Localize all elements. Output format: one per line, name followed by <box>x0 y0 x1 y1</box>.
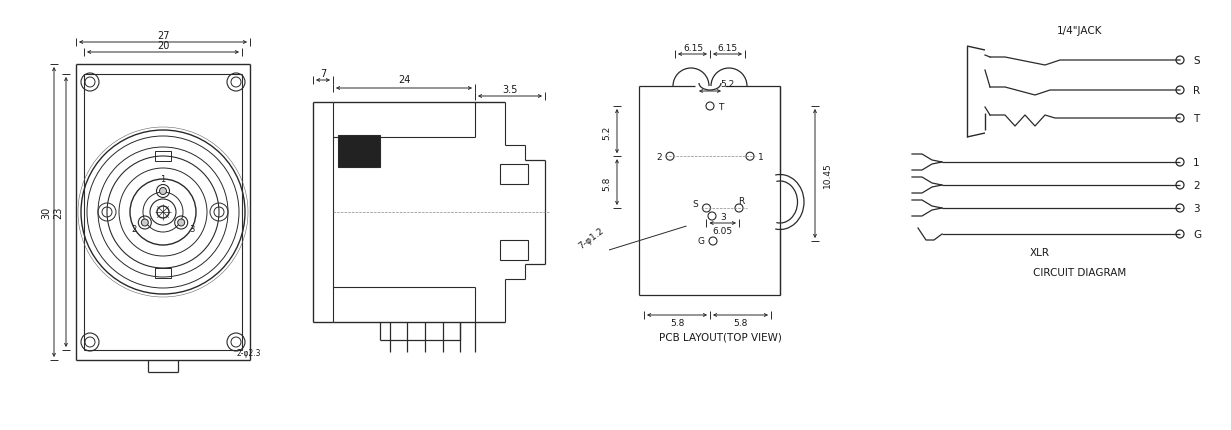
Text: 3.5: 3.5 <box>502 85 518 95</box>
Text: PCB LAYOUT(TOP VIEW): PCB LAYOUT(TOP VIEW) <box>659 332 782 342</box>
Text: T: T <box>1193 114 1199 124</box>
Text: 1: 1 <box>160 174 166 183</box>
Text: G: G <box>698 237 705 246</box>
Circle shape <box>142 219 148 227</box>
Text: 7-φ1.2: 7-φ1.2 <box>576 226 606 251</box>
Bar <box>155 268 171 278</box>
Text: 24: 24 <box>398 75 410 85</box>
Bar <box>500 240 528 261</box>
Circle shape <box>177 219 185 227</box>
Bar <box>339 136 380 168</box>
Text: 27: 27 <box>156 31 169 41</box>
Text: 20: 20 <box>156 41 169 51</box>
Text: 10.45: 10.45 <box>822 162 831 187</box>
Text: 2: 2 <box>656 152 662 161</box>
Text: R: R <box>1193 86 1200 96</box>
Bar <box>155 152 171 162</box>
Circle shape <box>160 188 166 195</box>
Text: 6.15: 6.15 <box>683 43 703 52</box>
Text: 5.8: 5.8 <box>670 319 684 328</box>
Text: CIRCUIT DIAGRAM: CIRCUIT DIAGRAM <box>1033 267 1126 277</box>
Text: 1/4"JACK: 1/4"JACK <box>1057 26 1103 36</box>
Text: 1: 1 <box>758 152 763 161</box>
Text: S: S <box>1193 56 1200 66</box>
Text: 5.8: 5.8 <box>732 319 747 328</box>
Text: S: S <box>693 199 698 208</box>
Text: 23: 23 <box>53 206 63 219</box>
Text: 5.8: 5.8 <box>602 176 612 191</box>
Text: 7: 7 <box>320 69 326 79</box>
Text: R: R <box>737 196 744 205</box>
Text: 3: 3 <box>190 225 196 234</box>
Text: 2: 2 <box>1193 181 1200 190</box>
Text: 3: 3 <box>720 212 726 221</box>
Bar <box>500 165 528 184</box>
Text: 6.05: 6.05 <box>712 227 732 236</box>
Text: 6.15: 6.15 <box>716 43 737 52</box>
Text: 3: 3 <box>1193 203 1200 214</box>
Text: 5.2: 5.2 <box>720 79 734 88</box>
Text: T: T <box>718 102 724 111</box>
Text: 5.2: 5.2 <box>602 126 612 140</box>
Text: 2: 2 <box>130 225 137 234</box>
Text: 1: 1 <box>1193 158 1200 168</box>
Text: G: G <box>1193 230 1201 240</box>
Text: 30: 30 <box>41 206 50 218</box>
Text: 2-φ2.3: 2-φ2.3 <box>236 349 261 358</box>
Text: XLR: XLR <box>1030 247 1050 258</box>
